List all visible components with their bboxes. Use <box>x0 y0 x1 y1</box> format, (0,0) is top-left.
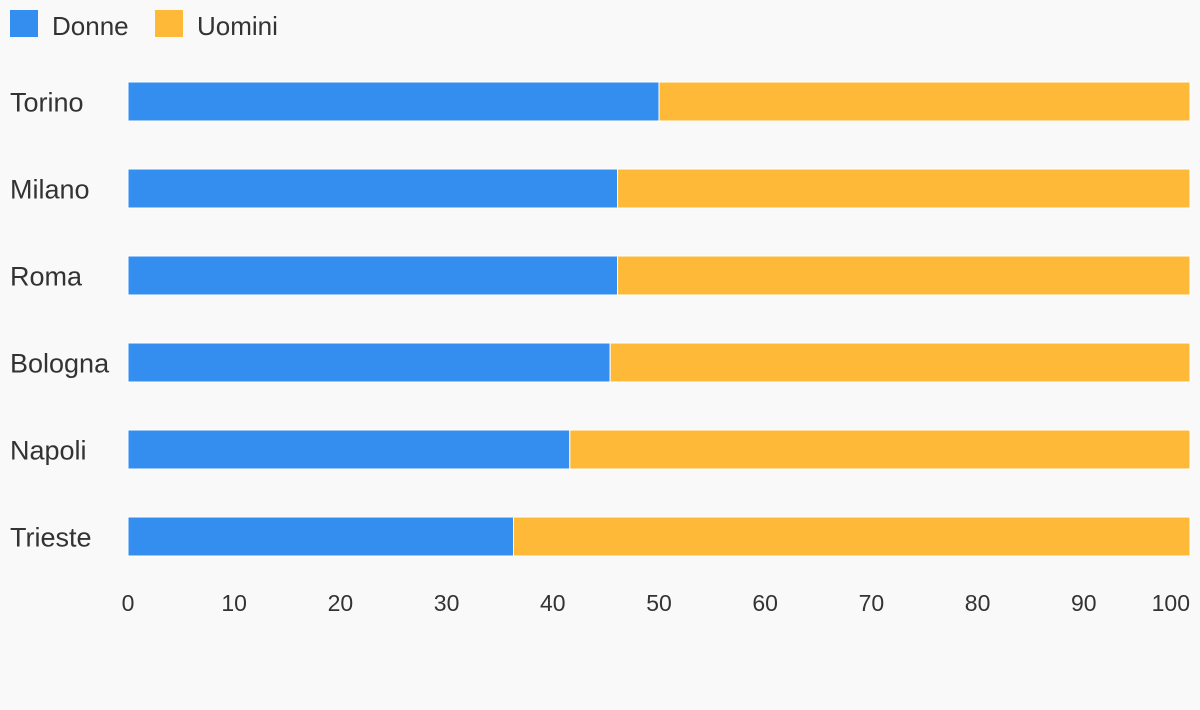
x-tick-label: 30 <box>434 590 460 616</box>
bar-uomini-roma <box>617 255 1191 296</box>
category-label: Milano <box>10 175 90 205</box>
legend-label-donne: Donne <box>52 11 129 41</box>
x-tick-label: 60 <box>752 590 778 616</box>
category-label: Roma <box>10 262 83 292</box>
bar-uomini-napoli <box>569 429 1191 470</box>
bar-donne-torino <box>127 81 660 122</box>
bar-donne-bologna <box>127 342 611 383</box>
category-label: Bologna <box>10 349 110 379</box>
x-tick-label: 10 <box>221 590 247 616</box>
bar-uomini-trieste <box>513 516 1191 557</box>
legend: Donne Uomini <box>10 10 278 41</box>
x-tick-label: 80 <box>965 590 991 616</box>
legend-swatch-uomini <box>155 10 183 37</box>
legend-label-uomini: Uomini <box>197 11 278 41</box>
x-tick-label: 100 <box>1152 590 1190 616</box>
x-tick-label: 40 <box>540 590 566 616</box>
x-axis-ticks: 0 10 20 30 40 50 60 70 80 90 100 <box>122 590 1190 616</box>
bar-uomini-milano <box>617 168 1191 209</box>
bar-donne-milano <box>127 168 619 209</box>
x-tick-label: 0 <box>122 590 135 616</box>
x-tick-label: 50 <box>646 590 672 616</box>
bar-donne-roma <box>127 255 619 296</box>
category-label: Napoli <box>10 436 87 466</box>
x-tick-label: 20 <box>328 590 354 616</box>
bar-donne-napoli <box>127 429 571 470</box>
x-tick-label: 70 <box>859 590 885 616</box>
bar-uomini-bologna <box>609 342 1191 383</box>
bars <box>127 81 1191 557</box>
category-labels: Torino Milano Roma Bologna Napoli Trieste <box>10 88 110 553</box>
bar-donne-trieste <box>127 516 515 557</box>
bar-uomini-torino <box>658 81 1191 122</box>
category-label: Trieste <box>10 523 92 553</box>
legend-swatch-donne <box>10 10 38 37</box>
x-tick-label: 90 <box>1071 590 1097 616</box>
category-label: Torino <box>10 88 84 118</box>
